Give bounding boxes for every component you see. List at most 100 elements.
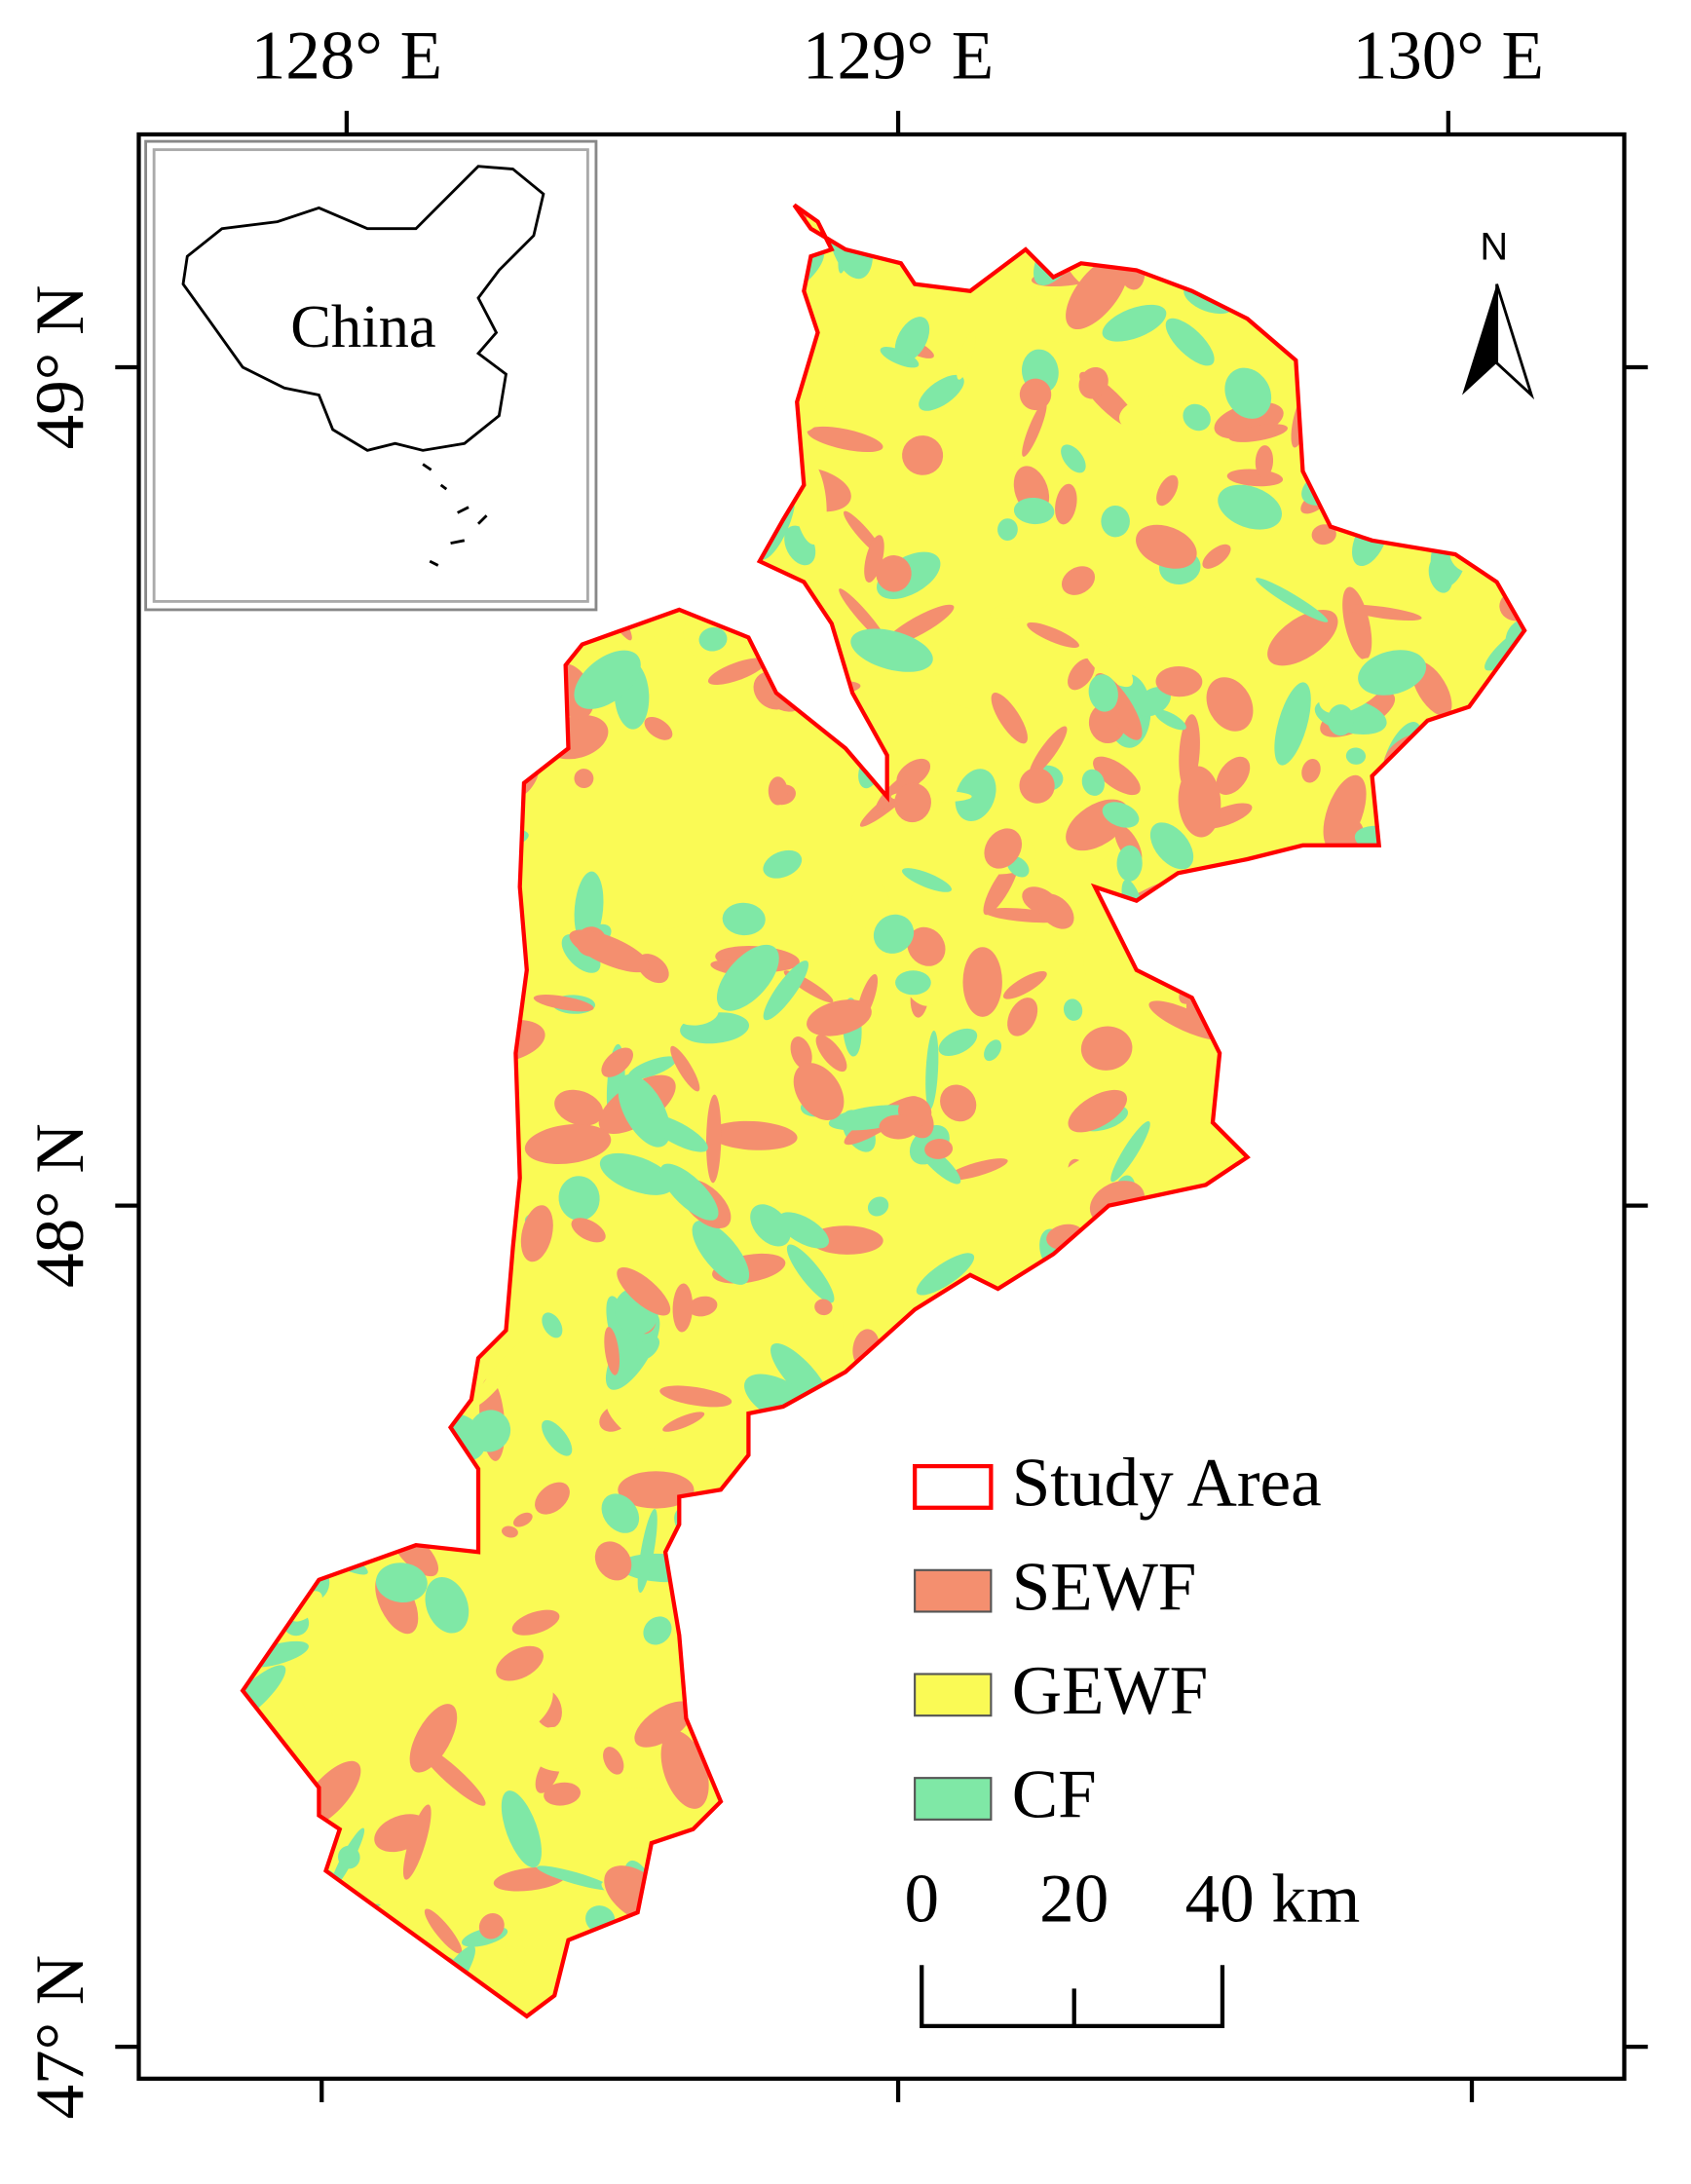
patch: [807, 999, 872, 1036]
patch: [790, 1036, 812, 1070]
patch: [374, 1814, 429, 1853]
patch: [763, 960, 809, 1021]
patch: [1037, 893, 1074, 929]
patch: [815, 1035, 847, 1073]
patch: [659, 1163, 719, 1221]
patch: [1055, 483, 1077, 525]
patch: [946, 1158, 1008, 1181]
patch: [617, 1266, 671, 1316]
patch: [502, 1525, 518, 1538]
patch: [542, 1312, 563, 1338]
patch: [1088, 674, 1118, 712]
legend-swatch: [912, 1463, 994, 1510]
patch: [896, 758, 931, 788]
patch: [337, 1845, 360, 1869]
patch: [1311, 524, 1336, 546]
legend-swatch: [914, 1673, 993, 1717]
patch: [1027, 621, 1079, 649]
patch: [896, 484, 916, 508]
patch: [1358, 650, 1427, 696]
patch: [424, 1908, 463, 1954]
scale-bar: 0 20 40 km: [904, 1861, 1360, 2028]
patch: [955, 769, 996, 821]
patch: [571, 1218, 606, 1243]
patch: [1155, 665, 1203, 697]
patch: [1007, 998, 1038, 1036]
patch: [1428, 556, 1453, 593]
patch: [940, 1084, 977, 1122]
patch: [1183, 403, 1211, 432]
patch: [594, 1541, 632, 1581]
patch: [535, 1482, 570, 1515]
legend-label: CF: [1012, 1757, 1097, 1833]
patch: [599, 1788, 660, 1801]
patch: [478, 1912, 505, 1939]
patch: [1078, 366, 1109, 399]
patch: [777, 1212, 830, 1249]
legend-swatch: [914, 1568, 993, 1613]
patch: [902, 868, 952, 892]
patch: [1327, 704, 1354, 736]
patch: [991, 693, 1028, 744]
patch: [916, 1253, 975, 1296]
patch: [1082, 923, 1112, 990]
patch: [1110, 1121, 1150, 1183]
patch: [601, 1493, 640, 1533]
patch: [637, 1508, 658, 1594]
patch: [472, 1340, 527, 1407]
patch: [504, 1927, 526, 1971]
patch: [1301, 758, 1321, 783]
patch: [962, 947, 1002, 1017]
longitude-label: 129° E: [803, 18, 994, 94]
longitude-label: 130° E: [1353, 18, 1544, 94]
patch: [604, 1327, 620, 1375]
patch: [692, 1220, 750, 1285]
patch: [1267, 609, 1338, 666]
patch: [1202, 544, 1231, 569]
patch: [662, 1412, 705, 1432]
patch: [1135, 687, 1171, 717]
patch: [768, 776, 788, 806]
patch: [990, 594, 1053, 620]
patch: [501, 1790, 542, 1868]
patch: [524, 1123, 612, 1164]
legend-label: GEWF: [1012, 1653, 1208, 1729]
legend-label: Study Area: [1012, 1446, 1322, 1522]
patch: [1156, 474, 1179, 507]
patch: [1066, 255, 1129, 330]
patch: [569, 929, 650, 973]
patch: [644, 716, 673, 740]
patch: [662, 889, 719, 929]
graticule-ticks: [115, 110, 1648, 2103]
patch: [984, 828, 1023, 869]
patch: [627, 1056, 677, 1079]
patch: [1019, 768, 1055, 804]
patch: [1119, 395, 1193, 434]
patch: [688, 1296, 718, 1317]
patch: [511, 1609, 560, 1636]
patch: [1013, 497, 1055, 525]
patch: [660, 1730, 709, 1809]
patch: [1323, 774, 1367, 850]
patch: [786, 1244, 835, 1303]
patch: [1344, 604, 1422, 621]
patch: [544, 1782, 582, 1806]
patch: [902, 435, 944, 475]
patch: [618, 1471, 695, 1509]
patch: [1068, 658, 1095, 691]
patch: [722, 902, 766, 936]
patch: [1178, 766, 1221, 838]
patch: [606, 1296, 638, 1374]
scale-label: 0: [904, 1861, 939, 1937]
patch: [1067, 712, 1087, 747]
patch: [558, 1176, 600, 1221]
patch: [1255, 445, 1274, 478]
patch: [814, 1299, 833, 1316]
patch: [894, 782, 931, 823]
patch: [1206, 677, 1254, 732]
patch: [469, 1410, 511, 1452]
patch: [807, 426, 883, 453]
patch: [891, 699, 940, 745]
scale-label: 20: [1039, 1861, 1109, 1937]
